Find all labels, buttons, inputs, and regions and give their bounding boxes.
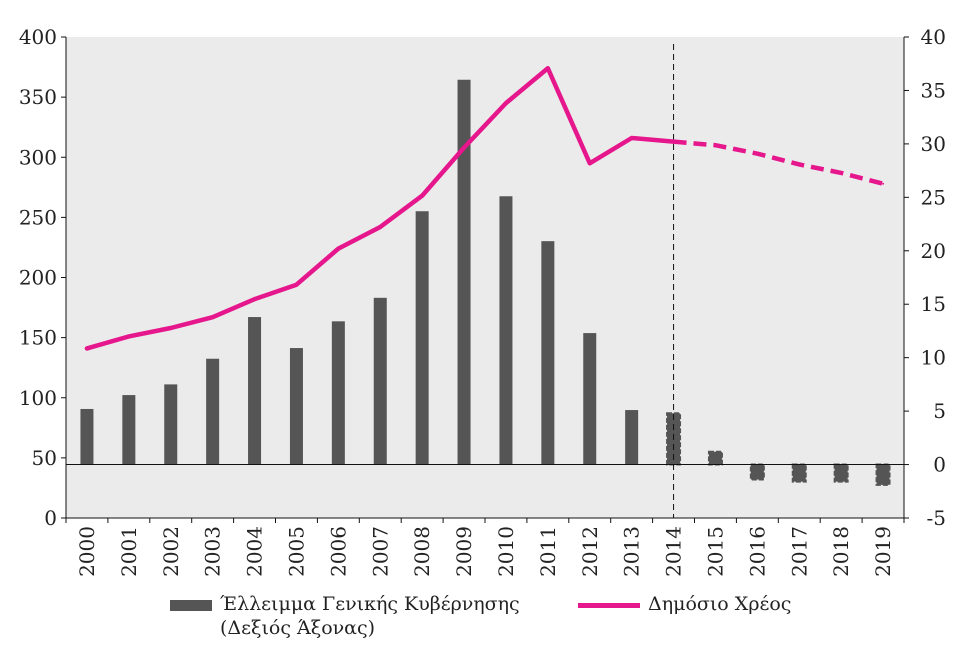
right-tick-label-40: 40 [921,25,946,49]
left-tick-label-250: 250 [19,205,57,229]
legend-label-deficit-line1: Έλλειμμα Γενικής Κυβέρνησης [220,593,520,615]
bars-layer [80,79,891,486]
bar-2007 [373,297,387,465]
bar-2018 [833,463,849,483]
x-tick-label-2007: 2007 [368,526,392,577]
right-tick-label-10: 10 [921,346,946,370]
x-tick-label-2011: 2011 [536,526,560,577]
x-tick-label-2010: 2010 [494,526,518,577]
right-tick-label-5: 5 [933,399,946,423]
x-tick-label-2014: 2014 [662,526,686,577]
right-tick-label-35: 35 [921,78,946,102]
debt-point-2010 [504,102,507,105]
bar-2016 [749,463,765,481]
legend-swatch-debt [578,603,640,608]
bar-2008 [415,211,429,465]
debt-point-2011 [546,67,549,70]
bar-2005 [289,348,303,465]
x-tick-label-2018: 2018 [829,526,853,577]
debt-point-2003 [211,316,214,319]
debt-point-2019 [882,182,885,185]
legend-label-deficit: Έλλειμμα Γενικής Κυβέρνησης (Δεξιός Άξον… [220,592,520,640]
left-tick-label-150: 150 [19,326,57,350]
x-tick-label-2019: 2019 [871,526,895,577]
x-tick-label-2013: 2013 [620,526,644,577]
x-tick-label-2000: 2000 [75,526,99,577]
bar-2000 [80,408,94,465]
axes-layer: 0 50 100 150 200 250 300 350 400 -5 0 5 10 15 20 25 30 35… [19,25,946,577]
bar-2010 [499,196,513,465]
left-tick-label-50: 50 [32,446,57,470]
bar-2002 [164,384,178,465]
left-tick-label-100: 100 [19,386,57,410]
debt-point-2018 [840,171,843,174]
bar-2013 [625,410,639,465]
left-tick-label-400: 400 [19,25,57,49]
x-tick-label-2005: 2005 [284,526,308,577]
bar-2011 [541,241,555,465]
x-tick-label-2017: 2017 [787,526,811,577]
debt-point-2008 [421,194,424,197]
plot-background [66,37,904,518]
x-tick-label-2001: 2001 [117,526,141,577]
legend-swatch-deficit [170,600,212,611]
debt-point-2013 [630,137,633,140]
x-tick-label-2012: 2012 [578,526,602,577]
line-layer [84,66,885,351]
bar-2017 [791,463,807,483]
x-tick-label-2008: 2008 [410,526,434,577]
debt-point-2000 [85,347,88,350]
debt-point-2017 [798,163,801,166]
right-tick-label-20: 20 [921,239,946,263]
debt-point-2005 [295,283,298,286]
right-tick-label-30: 30 [921,132,946,156]
x-tick-label-2003: 2003 [201,526,225,577]
bar-2015 [707,450,723,466]
debt-point-2004 [253,298,256,301]
left-tick-label-350: 350 [19,85,57,109]
bar-2009 [457,79,471,465]
debt-point-2016 [756,152,759,155]
debt-point-2006 [337,247,340,250]
bar-2004 [248,317,262,465]
debt-point-2012 [588,162,591,165]
debt-line-projected [673,139,884,186]
right-tick-label-15: 15 [921,292,946,316]
legend-label-deficit-line2: (Δεξιός Άξονας) [220,617,376,639]
legend-label-debt: Δημόσιο Χρέος [648,593,792,615]
x-tick-label-2015: 2015 [703,526,727,577]
bar-2019 [875,463,891,486]
x-tick-label-2016: 2016 [745,526,769,577]
debt-point-2002 [169,327,172,330]
bar-2006 [331,321,345,465]
bar-2012 [583,333,597,465]
left-tick-label-200: 200 [19,266,57,290]
x-tick-label-2004: 2004 [243,526,267,577]
right-tick-label-0: 0 [933,453,946,477]
x-tick-label-2009: 2009 [452,526,476,577]
right-tick-label--5: -5 [927,506,946,530]
x-tick-label-2002: 2002 [159,526,183,577]
right-tick-label-25: 25 [921,185,946,209]
bar-2003 [206,358,220,465]
x-tick-label-2006: 2006 [326,526,350,577]
left-tick-label-0: 0 [44,506,57,530]
debt-point-2009 [463,146,466,149]
left-tick-label-300: 300 [19,145,57,169]
debt-point-2015 [714,144,717,147]
debt-point-2007 [379,225,382,228]
debt-point-2001 [127,335,130,338]
debt-point-2014 [672,140,675,143]
bar-2001 [122,395,136,465]
